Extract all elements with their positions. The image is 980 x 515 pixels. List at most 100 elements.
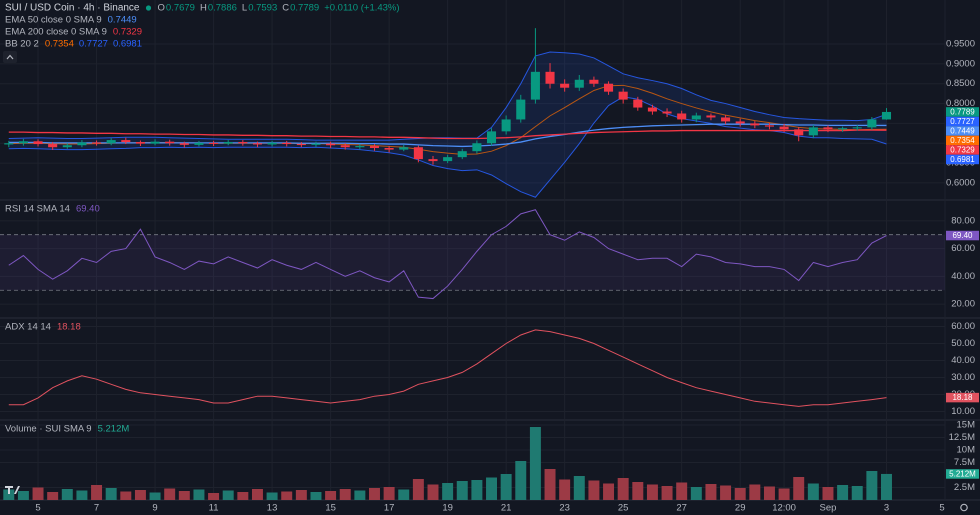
- candle-body: [662, 111, 672, 114]
- candle-body: [516, 99, 526, 120]
- x-tick-label: 13: [267, 503, 278, 514]
- price-tag: 0.7329: [950, 146, 975, 155]
- volume-bar: [720, 485, 732, 500]
- volume-bar: [3, 489, 15, 500]
- candle-body: [369, 146, 380, 149]
- ohlc-label: H: [200, 3, 207, 14]
- band-lower-line: [8, 96, 887, 198]
- price-tag-bg: [946, 116, 979, 127]
- candle-body: [92, 142, 102, 144]
- candle-body: [165, 141, 175, 144]
- y-tick-label: 15M: [957, 420, 976, 431]
- candle-body: [560, 83, 570, 88]
- logo-shape: [5, 486, 20, 494]
- volume-bar: [164, 488, 176, 500]
- price-tag-bg: [946, 392, 979, 403]
- collapse-button-bg[interactable]: [3, 51, 17, 63]
- candle-body: [721, 117, 731, 122]
- y-tick-label: 0.6000: [946, 177, 975, 188]
- candle-body: [545, 71, 555, 84]
- y-tick-label: 2.5M: [954, 482, 975, 493]
- volume-bar: [471, 480, 483, 500]
- indicator-value: 0.7449: [108, 15, 137, 26]
- settings-icon[interactable]: [960, 503, 968, 512]
- candle-body: [267, 142, 277, 145]
- collapse-button[interactable]: [3, 51, 17, 63]
- candle-body: [881, 111, 892, 120]
- volume-bar: [515, 461, 527, 500]
- volume-bar: [822, 487, 834, 500]
- price-tag-bg: [946, 107, 979, 117]
- candle-body: [179, 143, 189, 145]
- volume-bar: [837, 485, 849, 500]
- volume-bar: [881, 473, 892, 500]
- candle-body: [413, 147, 423, 160]
- indicator-name: EMA 50 close 0 SMA 9: [5, 15, 102, 26]
- price-tag: 0.7789: [950, 108, 975, 117]
- candle-body: [486, 131, 497, 144]
- volume-bar: [734, 488, 746, 500]
- indicator-line: [8, 329, 887, 407]
- candle-body: [633, 99, 643, 108]
- candle-body: [706, 115, 716, 118]
- indicator-line: [8, 209, 887, 300]
- indicator-value: 69.40: [76, 204, 100, 215]
- candle-body: [62, 145, 72, 148]
- indicator-name: EMA 200 close 0 SMA 9: [5, 27, 107, 38]
- candle-body: [355, 146, 365, 148]
- volume-bar: [149, 492, 161, 500]
- candle-body: [4, 143, 14, 145]
- candle-body: [296, 144, 306, 146]
- price-tag: 18.18: [952, 393, 973, 402]
- candle-body: [106, 140, 116, 144]
- indicator-name: RSI 14 SMA 14: [5, 204, 70, 215]
- volume-bar: [851, 486, 863, 500]
- candle-body: [808, 127, 818, 136]
- candle-body: [764, 125, 774, 127]
- candle-body: [677, 113, 687, 120]
- x-tick-label: 15: [325, 503, 336, 514]
- candle-body: [823, 127, 833, 130]
- indicator-name: BB 20 2: [5, 39, 39, 50]
- volume-bar: [705, 484, 717, 500]
- y-tick-label: 7.5M: [954, 457, 975, 468]
- candle-body: [501, 119, 511, 132]
- volume-bar: [427, 484, 439, 500]
- candle-body: [589, 79, 599, 84]
- candle-body: [282, 142, 292, 145]
- candle-body: [574, 79, 584, 88]
- y-tick-label: 40.00: [951, 271, 975, 282]
- y-tick-label: 0.8000: [946, 98, 975, 109]
- price-tag-bg: [946, 469, 979, 479]
- ohlc-label: C: [282, 3, 289, 14]
- x-tick-label: 17: [384, 503, 395, 514]
- settings-button[interactable]: [960, 503, 968, 512]
- volume-bar: [325, 491, 337, 500]
- volume-bar: [105, 488, 117, 500]
- indicator-name: ADX 14 14: [5, 322, 51, 333]
- volume-bar: [32, 487, 44, 500]
- candle-body: [209, 142, 219, 144]
- y-tick-label: 0.8500: [946, 78, 975, 89]
- indicator-value: 18.18: [57, 322, 81, 333]
- volume-bar: [369, 488, 380, 500]
- band-upper-line: [8, 51, 887, 141]
- x-tick-label: 27: [676, 503, 687, 514]
- price-change: +0.0110 (+1.43%): [324, 3, 399, 14]
- price-tag-bg: [946, 145, 979, 155]
- y-tick-label: 20.00: [951, 299, 975, 310]
- volume-bar: [178, 491, 190, 500]
- candle-body: [735, 121, 745, 124]
- price-tag: 0.7354: [950, 136, 975, 145]
- candle-body: [18, 141, 28, 144]
- candle-body: [618, 91, 628, 100]
- indicator-value: 0.7354: [45, 39, 74, 50]
- candle-body: [135, 142, 145, 144]
- price-tag-bg: [946, 126, 979, 136]
- volume-bar: [573, 476, 585, 500]
- volume-bar: [544, 469, 556, 500]
- ohlc-value: 0.7886: [208, 3, 237, 14]
- symbol-title: SUI / USD Coin · 4h · Binance: [5, 3, 140, 14]
